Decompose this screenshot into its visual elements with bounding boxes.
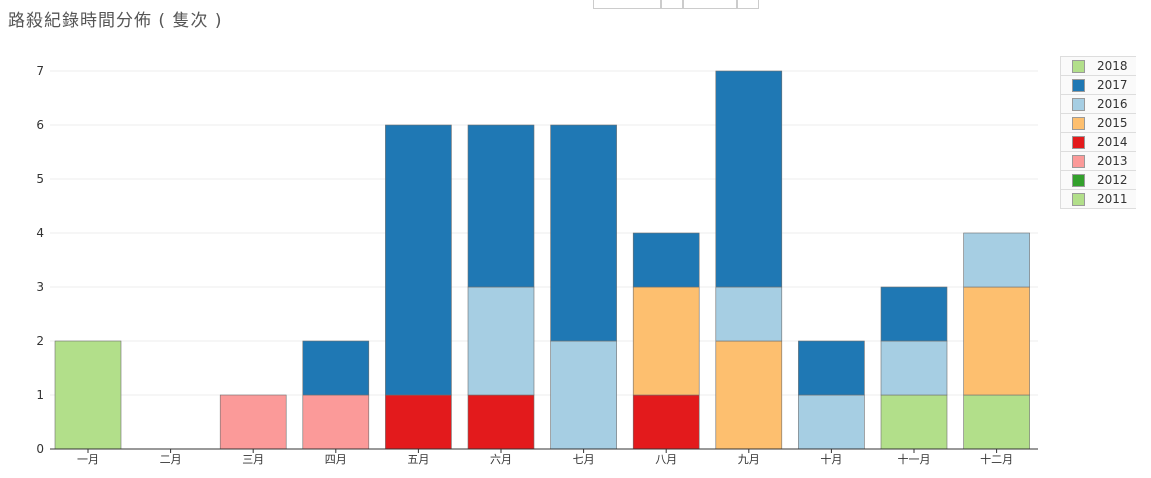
legend-label: 2018 — [1097, 59, 1128, 73]
bar-segment-2017 — [715, 70, 783, 288]
x-tick-label: 二月 — [160, 453, 182, 466]
legend-item-2018[interactable]: 2018 — [1060, 56, 1136, 76]
y-tick-label: 6 — [36, 118, 44, 132]
x-tick-label: 十月 — [820, 452, 842, 466]
bar-segment-2017 — [880, 286, 948, 342]
y-tick-label: 0 — [36, 442, 44, 456]
legend-swatch — [1072, 173, 1085, 187]
legend-swatch — [1072, 116, 1085, 130]
bar-segment-2017 — [467, 124, 535, 288]
legend-item-2013[interactable]: 2013 — [1060, 152, 1136, 171]
x-tick-label: 六月 — [490, 453, 512, 466]
bar-segment-2015 — [715, 340, 783, 450]
y-tick-label: 2 — [36, 334, 44, 348]
legend-label: 2012 — [1097, 173, 1128, 187]
y-tick-label: 1 — [36, 388, 44, 402]
bar-segment-2016 — [467, 286, 535, 396]
bar-segment-2016 — [880, 340, 948, 396]
bar-segment-2014 — [632, 394, 700, 450]
bar-segment-2013 — [302, 394, 370, 450]
y-tick-label: 4 — [36, 226, 44, 240]
legend-label: 2013 — [1097, 154, 1128, 168]
toolbar-button[interactable] — [683, 0, 737, 9]
bar-segment-2015 — [963, 286, 1030, 396]
bar-segment-2011 — [963, 394, 1030, 450]
legend-label: 2016 — [1097, 97, 1128, 111]
y-tick-label: 7 — [36, 64, 44, 78]
bar-segment-2017 — [385, 124, 452, 396]
x-tick-label: 十一月 — [898, 452, 931, 466]
legend-item-2017[interactable]: 2017 — [1060, 76, 1136, 95]
x-tick-label: 四月 — [325, 453, 347, 466]
bar-segment-2014 — [467, 394, 535, 450]
chart-legend: 2018 2017 2016 2015 2014 2013 2012 2011 — [1060, 56, 1136, 209]
y-tick-label: 3 — [36, 280, 44, 294]
legend-swatch — [1072, 192, 1085, 206]
bar-segment-2016 — [963, 232, 1030, 288]
legend-swatch — [1072, 135, 1085, 149]
legend-swatch — [1072, 97, 1085, 111]
toolbar-button[interactable] — [593, 0, 661, 9]
legend-item-2011[interactable]: 2011 — [1060, 190, 1136, 209]
x-tick-label: 三月 — [242, 453, 264, 466]
chart-title: 路殺紀錄時間分佈 ( 隻次 ) — [8, 11, 223, 31]
bar-segment-2014 — [385, 394, 452, 450]
x-tick-label: 八月 — [655, 453, 677, 466]
chart-toolbar — [593, 0, 759, 9]
bar-segment-2011 — [880, 394, 948, 450]
x-tick-label: 七月 — [573, 453, 595, 466]
bar-segment-2017 — [798, 340, 865, 396]
bar-segment-2017 — [550, 124, 617, 342]
bar-segment-2016 — [715, 286, 783, 342]
toolbar-button[interactable] — [661, 0, 683, 9]
y-tick-label: 5 — [36, 172, 44, 186]
x-tick-label: 五月 — [407, 453, 429, 466]
bar-segment-2011 — [54, 340, 122, 450]
legend-label: 2014 — [1097, 135, 1128, 149]
legend-swatch — [1072, 154, 1085, 168]
bar-segment-2016 — [550, 340, 617, 450]
bar-segment-2017 — [302, 340, 370, 396]
legend-swatch — [1072, 78, 1085, 92]
legend-item-2012[interactable]: 2012 — [1060, 171, 1136, 190]
bar-segment-2017 — [632, 232, 700, 288]
legend-label: 2011 — [1097, 192, 1128, 206]
legend-item-2014[interactable]: 2014 — [1060, 133, 1136, 152]
legend-item-2015[interactable]: 2015 — [1060, 114, 1136, 133]
legend-label: 2017 — [1097, 78, 1128, 92]
bar-segment-2015 — [632, 286, 700, 396]
legend-item-2016[interactable]: 2016 — [1060, 95, 1136, 114]
x-tick-label: 一月 — [77, 453, 99, 466]
x-tick-label: 十二月 — [980, 452, 1013, 466]
bar-segment-2016 — [798, 394, 865, 450]
x-tick-label: 九月 — [738, 453, 760, 466]
bar-segment-2013 — [219, 394, 287, 450]
legend-label: 2015 — [1097, 116, 1128, 130]
legend-swatch — [1072, 59, 1085, 73]
toolbar-button[interactable] — [737, 0, 759, 9]
